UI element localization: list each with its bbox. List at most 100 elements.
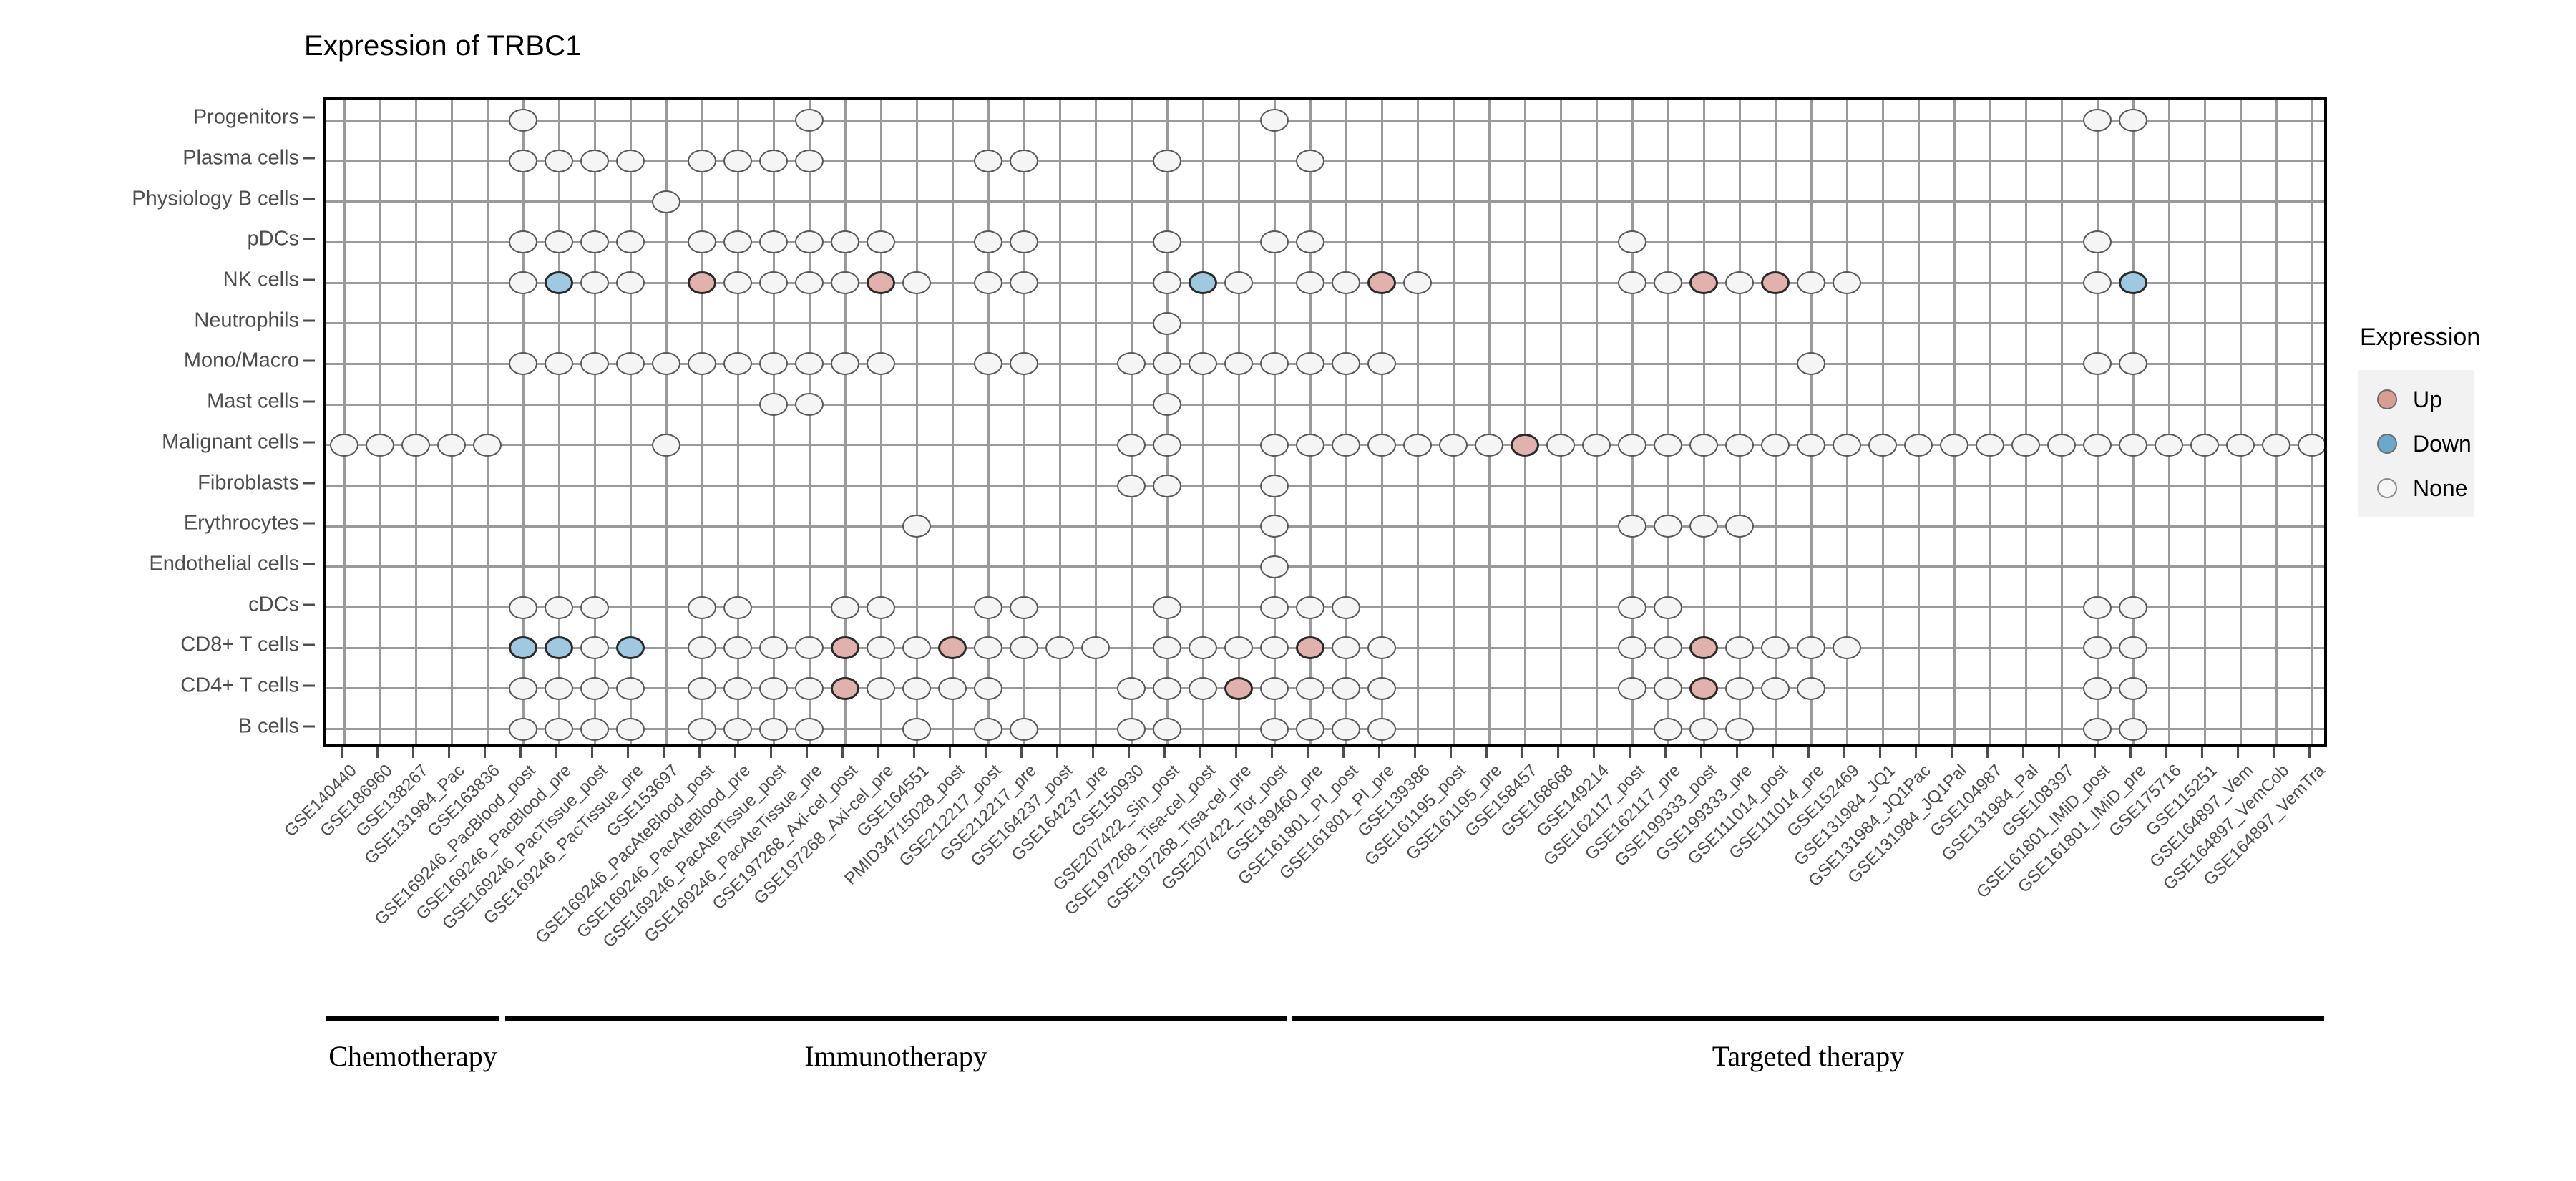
dot-none[interactable] [509,717,537,741]
dot-none[interactable] [1654,433,1682,457]
dot-down[interactable] [1189,271,1217,295]
dot-none[interactable] [616,150,645,173]
dot-none[interactable] [974,150,1002,173]
dot-none[interactable] [1189,676,1217,700]
dot-none[interactable] [1045,636,1074,660]
dot-none[interactable] [723,150,752,173]
dot-none[interactable] [1725,717,1754,741]
dot-none[interactable] [616,676,645,700]
dot-none[interactable] [2083,596,2112,619]
dot-none[interactable] [1010,271,1038,295]
dot-none[interactable] [1403,433,1432,457]
dot-none[interactable] [1260,352,1289,376]
dot-none[interactable] [1940,433,1968,457]
dot-none[interactable] [2119,676,2147,700]
dot-none[interactable] [2298,433,2324,457]
dot-down[interactable] [545,271,573,295]
dot-none[interactable] [1153,676,1181,700]
dot-none[interactable] [1153,352,1181,376]
dot-none[interactable] [2119,109,2147,132]
dot-none[interactable] [1367,433,1396,457]
dot-none[interactable] [1725,433,1754,457]
dot-none[interactable] [759,393,788,417]
dot-none[interactable] [1797,676,1825,700]
dot-none[interactable] [688,676,716,700]
dot-none[interactable] [1797,636,1825,660]
dot-none[interactable] [1260,515,1289,538]
dot-none[interactable] [1224,352,1253,376]
dot-none[interactable] [580,596,609,619]
dot-none[interactable] [1475,433,1503,457]
dot-none[interactable] [580,676,609,700]
dot-none[interactable] [795,676,824,700]
dot-none[interactable] [1689,717,1718,741]
dot-none[interactable] [580,271,609,295]
dot-none[interactable] [1260,555,1289,578]
dot-none[interactable] [1153,717,1181,741]
dot-none[interactable] [1654,515,1682,538]
dot-up[interactable] [1511,433,1539,457]
dot-none[interactable] [795,271,824,295]
dot-none[interactable] [1546,433,1575,457]
dot-none[interactable] [1296,433,1324,457]
dot-none[interactable] [509,150,537,173]
dot-none[interactable] [1296,230,1324,254]
dot-none[interactable] [974,596,1002,619]
dot-none[interactable] [1332,636,1360,660]
dot-none[interactable] [1010,636,1038,660]
dot-none[interactable] [902,515,931,538]
legend-row[interactable]: Down [2358,422,2474,466]
dot-none[interactable] [688,636,716,660]
legend-row[interactable]: None [2358,466,2474,510]
dot-none[interactable] [795,717,824,741]
dot-none[interactable] [902,271,931,295]
dot-none[interactable] [2083,636,2112,660]
dot-none[interactable] [795,230,824,254]
dot-none[interactable] [688,596,716,619]
dot-none[interactable] [1260,676,1289,700]
dot-none[interactable] [1833,271,1861,295]
dot-none[interactable] [1367,676,1396,700]
dot-up[interactable] [1761,271,1790,295]
dot-up[interactable] [867,271,895,295]
dot-none[interactable] [509,109,537,132]
dot-none[interactable] [1654,596,1682,619]
dot-none[interactable] [1260,717,1289,741]
dot-none[interactable] [1189,636,1217,660]
dot-none[interactable] [509,271,537,295]
dot-none[interactable] [473,433,502,457]
dot-none[interactable] [867,676,895,700]
dot-none[interactable] [759,352,788,376]
dot-none[interactable] [2226,433,2255,457]
dot-up[interactable] [1689,636,1718,660]
dot-none[interactable] [1868,433,1897,457]
dot-none[interactable] [1332,717,1360,741]
dot-none[interactable] [1153,271,1181,295]
dot-none[interactable] [1117,717,1146,741]
dot-none[interactable] [2119,596,2147,619]
dot-none[interactable] [1618,676,1646,700]
dot-none[interactable] [1976,433,2004,457]
dot-none[interactable] [509,230,537,254]
dot-none[interactable] [688,230,716,254]
dot-up[interactable] [688,271,716,295]
dot-up[interactable] [1689,676,1718,700]
dot-none[interactable] [723,676,752,700]
dot-none[interactable] [1761,433,1790,457]
dot-none[interactable] [1618,596,1646,619]
dot-none[interactable] [759,150,788,173]
dot-none[interactable] [902,636,931,660]
dot-none[interactable] [509,676,537,700]
dot-none[interactable] [974,636,1002,660]
dot-down[interactable] [2119,271,2147,295]
dot-none[interactable] [1260,230,1289,254]
dot-none[interactable] [831,271,859,295]
dot-none[interactable] [1797,352,1825,376]
dot-none[interactable] [2083,433,2112,457]
dot-none[interactable] [580,150,609,173]
dot-none[interactable] [759,636,788,660]
dot-up[interactable] [1224,676,1253,700]
dot-none[interactable] [580,636,609,660]
dot-none[interactable] [723,271,752,295]
dot-none[interactable] [1332,676,1360,700]
